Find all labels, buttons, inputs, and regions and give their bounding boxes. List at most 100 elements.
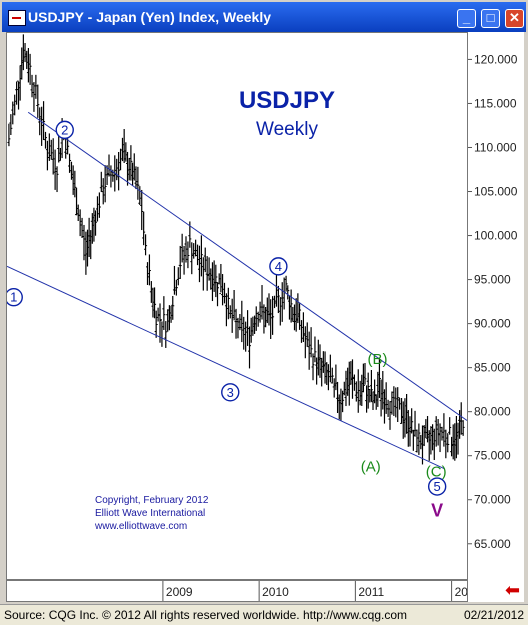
chart-subtitle: Weekly <box>256 119 318 140</box>
price-bar <box>132 153 136 181</box>
price-bar <box>80 217 84 239</box>
price-bar <box>190 242 194 275</box>
price-bar <box>192 243 196 259</box>
x-tick: 2009 <box>162 581 193 601</box>
price-bar <box>377 357 381 398</box>
source-text: Source: CQG Inc. © 2012 All rights reser… <box>4 608 408 622</box>
svg-text:V: V <box>431 500 443 520</box>
price-bar <box>354 381 358 402</box>
svg-text:1: 1 <box>10 290 17 305</box>
price-bar <box>134 166 138 190</box>
price-bar <box>384 382 388 414</box>
price-bar <box>30 74 34 98</box>
price-bar <box>278 297 282 326</box>
close-button[interactable]: ✕ <box>505 9 524 28</box>
channel-upper-line <box>27 111 468 421</box>
price-bar <box>38 107 42 136</box>
price-bar <box>158 303 162 343</box>
price-bar <box>269 299 273 339</box>
left-arrow-icon[interactable]: ⬅ <box>505 580 521 600</box>
price-bar <box>262 304 266 334</box>
y-tick: 120.000 <box>468 52 518 66</box>
price-bar <box>440 426 444 441</box>
svg-text:2012: 2012 <box>455 585 467 599</box>
maximize-button[interactable]: □ <box>481 9 500 28</box>
price-bar <box>271 296 275 335</box>
price-bar <box>109 165 113 188</box>
price-bar <box>321 351 325 373</box>
price-bar <box>147 254 151 286</box>
price-bar <box>142 211 146 246</box>
price-bar <box>356 369 360 413</box>
price-bar <box>82 224 86 261</box>
price-bar <box>156 307 160 322</box>
price-bar <box>323 351 327 384</box>
price-bar <box>68 153 72 173</box>
y-tick: 110.000 <box>468 140 517 154</box>
price-bar <box>23 43 27 63</box>
price-bar <box>146 262 150 285</box>
price-bar <box>369 369 373 402</box>
copyright-line-2: Elliott Wave International <box>95 508 205 519</box>
price-bar <box>382 389 386 424</box>
window-title: USDJPY - Japan (Yen) Index, Weekly <box>28 9 272 25</box>
price-bar <box>212 260 216 292</box>
price-bar <box>138 186 142 206</box>
price-bar <box>388 401 392 430</box>
price-bar <box>126 151 130 186</box>
price-bar <box>119 148 123 171</box>
price-bar <box>242 316 246 350</box>
price-bar <box>276 285 280 314</box>
price-bar <box>325 362 329 386</box>
price-bar <box>131 162 135 186</box>
price-bar <box>224 293 228 327</box>
minimize-button[interactable]: _ <box>457 9 476 28</box>
price-bar <box>381 371 385 410</box>
price-bar <box>244 321 248 352</box>
x-axis[interactable]: 2009 2010 2011 2012 <box>6 580 482 602</box>
price-bar <box>363 362 367 385</box>
price-bar <box>318 344 322 378</box>
price-bar <box>316 339 320 376</box>
y-tick: 95.000 <box>468 273 511 287</box>
price-bar <box>361 363 365 393</box>
price-bar <box>205 256 209 291</box>
price-bar <box>178 245 182 279</box>
price-bar <box>47 133 51 161</box>
y-tick: 90.000 <box>468 317 511 331</box>
price-bar <box>339 388 343 421</box>
trend-channel <box>6 111 468 470</box>
y-tick: 70.000 <box>468 493 511 507</box>
price-bar <box>216 282 220 307</box>
price-bar <box>287 296 291 320</box>
price-bar <box>182 245 186 275</box>
price-bar <box>174 279 178 296</box>
price-bar <box>334 364 338 391</box>
price-bar <box>352 374 356 391</box>
price-bar <box>332 378 336 398</box>
price-bar <box>413 410 417 437</box>
price-bar <box>303 326 307 359</box>
price-bar <box>42 101 46 141</box>
price-bar <box>273 295 277 309</box>
price-bar <box>43 131 47 149</box>
wave-label: (B) <box>368 351 388 368</box>
price-bar <box>401 401 405 439</box>
svg-text:95.000: 95.000 <box>474 273 511 287</box>
price-bar <box>256 311 260 327</box>
price-bar <box>403 398 407 438</box>
price-bar <box>209 268 213 290</box>
svg-text:(B): (B) <box>368 351 388 368</box>
price-bar <box>417 423 421 455</box>
svg-text:90.000: 90.000 <box>474 317 511 331</box>
price-bar <box>196 244 200 266</box>
price-bar <box>97 192 101 218</box>
price-bar <box>341 390 345 413</box>
price-bar <box>280 282 284 322</box>
title-bar[interactable]: USDJPY - Japan (Yen) Index, Weekly _ □ ✕ <box>2 2 526 32</box>
chart-window: USDJPY - Japan (Yen) Index, Weekly _ □ ✕… <box>0 0 528 604</box>
x-axis-labels: 2009 2010 2011 2012 <box>162 581 482 601</box>
price-bar <box>51 138 55 175</box>
price-bar <box>105 165 109 186</box>
wave-label: (A) <box>361 458 381 475</box>
